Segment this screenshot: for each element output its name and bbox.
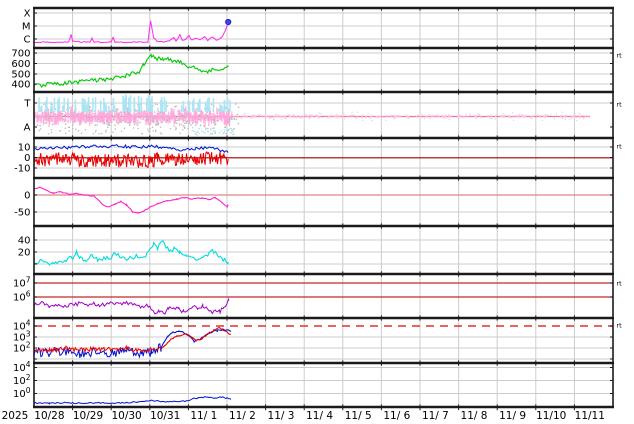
x-axis-label: 11/ 2 (229, 410, 256, 422)
right-edge-markers: rt rt rt rt rt (617, 52, 623, 330)
series-counts-cyan (33, 240, 229, 267)
y-axis-label: 500 (11, 70, 30, 81)
y-axis-label: 40 (18, 236, 31, 247)
y-axis-label: 104 (13, 319, 31, 333)
y-axis-label: 600 (11, 59, 30, 70)
tick-marks (34, 8, 613, 411)
y-axis-label: 400 (11, 80, 30, 91)
panel-20-40 (33, 239, 613, 267)
x-axis-label: 11/ 3 (268, 410, 295, 422)
y-axis-label: 107 (13, 276, 31, 290)
y-axis-label: 103 (13, 330, 31, 344)
x-axis-label: 10/29 (73, 410, 103, 422)
y-axis-label: 20 (18, 248, 31, 259)
y-axis-label: 106 (13, 290, 31, 304)
series-solar-wind-speed (33, 53, 229, 89)
panel-1e2-1e4 (33, 325, 613, 360)
panel-0-minus50 (33, 186, 613, 214)
y-axis-label: -50 (14, 208, 30, 219)
x-axis-year-label: 2025 (2, 410, 29, 422)
y-axis-label: C (24, 35, 31, 46)
y-axis-label: 102 (13, 373, 31, 387)
y-axis-label: 700 (11, 49, 30, 60)
series-low-flux-blue (33, 396, 232, 405)
x-axis-label: 11/ 6 (383, 410, 410, 422)
series-flux-violet (33, 297, 230, 315)
x-axis-label: 11/ 4 (306, 410, 333, 422)
y-axis-label: 100 (13, 386, 31, 400)
panel-ta (33, 94, 613, 136)
series-proton-red-rise (161, 326, 232, 349)
x-axis-label: 11/ 9 (499, 410, 526, 422)
x-axis-label: 11/ 7 (422, 410, 449, 422)
x-axis: 2025 10/28 10/29 10/30 10/31 11/ 1 11/ 2 11/ 3 1… (2, 410, 605, 422)
x-axis-label: 10/28 (34, 410, 64, 422)
y-axis-label: T (23, 99, 31, 110)
x-axis-label: 11/11 (575, 410, 605, 422)
y-axis-label: 102 (13, 341, 31, 355)
x-axis-label: 11/ 1 (190, 410, 217, 422)
x-axis-label: 10/31 (150, 410, 180, 422)
y-axis-label: 0 (24, 153, 30, 164)
y-axis-label: 104 (13, 360, 31, 374)
y-axis-label: 10 (18, 143, 31, 154)
right-marker-label: rt (617, 280, 623, 288)
series-proton-red-quiet (33, 344, 163, 354)
panel-1e6-1e7 (33, 282, 613, 315)
vertical-gridlines (72, 8, 575, 407)
series-index-magenta (33, 186, 229, 214)
y-axis-label: X (24, 9, 31, 20)
series-proton-blue-rise (160, 327, 232, 348)
y-axis-label: 0 (24, 191, 30, 202)
y-axis-label: -10 (14, 164, 30, 175)
series-field-blue (33, 144, 229, 153)
right-marker-label: rt (617, 52, 623, 60)
series-field-red (33, 151, 229, 169)
y-axis-label: A (24, 123, 31, 134)
latest-value-marker (225, 18, 232, 26)
right-marker-label: rt (617, 143, 623, 151)
series-xray-flux (34, 20, 229, 44)
x-axis-label: 11/ 5 (345, 410, 372, 422)
x-axis-label: 11/ 8 (461, 410, 488, 422)
panel-400-700 (33, 52, 613, 89)
x-axis-label: 10/30 (111, 410, 141, 422)
right-marker-label: rt (617, 101, 623, 109)
panel-pm10 (33, 144, 613, 169)
right-marker-label: rt (617, 322, 623, 330)
x-axis-label: 11/10 (536, 410, 566, 422)
panel-1e0-1e4 (33, 367, 613, 405)
panel-xmc (34, 12, 613, 44)
y-axis-label: M (22, 22, 31, 33)
